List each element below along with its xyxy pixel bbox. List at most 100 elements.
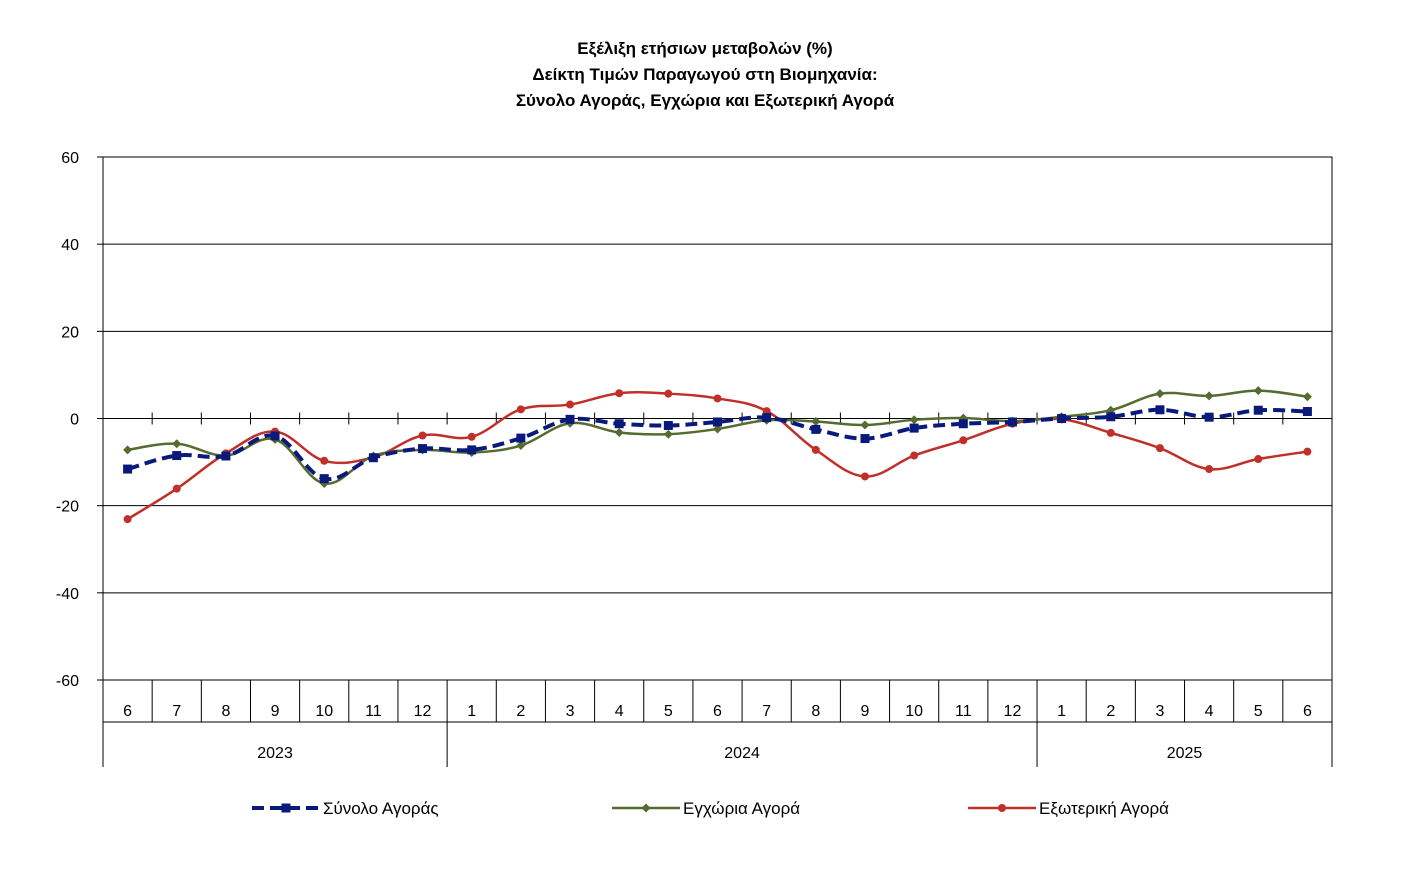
x-tick-label-15: 9 <box>861 703 870 720</box>
legend: Σύνολο Αγοράς Εγχώρια Αγορά Εξωτερική Αγορ… <box>252 799 1169 818</box>
point-0-21 <box>1155 405 1165 415</box>
point-0-19 <box>1057 414 1067 423</box>
point-0-3 <box>270 431 280 441</box>
point-2-4 <box>320 456 329 465</box>
point-2-13 <box>762 407 771 416</box>
x-tick-label-22: 4 <box>1205 703 1214 720</box>
point-0-15 <box>860 434 870 444</box>
x-tick-label-21: 3 <box>1155 703 1164 720</box>
y-tick-label-5: -40 <box>56 586 79 603</box>
x-tick-label-20: 2 <box>1106 703 1115 720</box>
point-2-16 <box>910 451 919 460</box>
point-2-17 <box>959 436 968 445</box>
y-tick-label-4: -20 <box>56 499 79 516</box>
chart-title: Εξέλιξη ετήσιων μεταβολών (%) <box>577 39 833 58</box>
point-1-15 <box>860 420 870 430</box>
point-2-20 <box>1106 428 1115 437</box>
point-1-0 <box>123 445 133 455</box>
series-layer <box>123 386 1312 524</box>
legend-item-2: Εξωτερική Αγορά <box>968 799 1169 818</box>
legend-label-1: Εγχώρια Αγορά <box>683 799 800 818</box>
point-2-15 <box>860 472 869 481</box>
x-tick-label-3: 9 <box>271 703 280 720</box>
x-tick-label-19: 1 <box>1057 703 1066 720</box>
point-1-24 <box>1302 392 1312 402</box>
x-tick-label-24: 6 <box>1303 703 1312 720</box>
x-tick-label-10: 4 <box>615 703 624 720</box>
x-tick-label-16: 10 <box>905 703 923 720</box>
series-2 <box>123 389 1312 524</box>
x-tick-label-18: 12 <box>1004 703 1022 720</box>
point-1-8 <box>516 441 526 451</box>
point-2-6 <box>418 431 427 440</box>
series-line-1 <box>127 389 1308 485</box>
legend-swatch-marker-1 <box>641 803 651 813</box>
point-0-11 <box>663 420 673 430</box>
x-tick-label-1: 7 <box>172 703 181 720</box>
y-tick-label-2: 20 <box>61 324 79 341</box>
y-tick-label-6: -60 <box>56 673 79 690</box>
point-0-22 <box>1204 412 1214 422</box>
legend-item-1: Εγχώρια Αγορά <box>612 799 800 818</box>
x-tick-label-4: 10 <box>315 703 333 720</box>
point-0-16 <box>909 423 919 433</box>
year-label-2023: 2023 <box>257 745 293 762</box>
point-2-23 <box>1254 455 1263 464</box>
year-label-2025: 2025 <box>1167 745 1203 762</box>
point-0-18 <box>1007 417 1017 427</box>
point-2-1 <box>172 484 181 493</box>
x-tick-label-0: 6 <box>123 703 132 720</box>
point-0-7 <box>467 445 477 455</box>
year-label-2024: 2024 <box>724 745 760 762</box>
point-2-10 <box>615 389 624 398</box>
point-2-14 <box>811 445 820 454</box>
point-1-11 <box>663 429 673 439</box>
point-1-14 <box>811 417 821 427</box>
point-0-12 <box>713 417 722 427</box>
point-2-24 <box>1303 447 1312 456</box>
point-0-17 <box>958 419 968 429</box>
point-1-21 <box>1155 389 1165 399</box>
point-1-1 <box>172 439 182 449</box>
point-0-10 <box>614 419 624 429</box>
point-1-16 <box>909 415 919 425</box>
legend-swatch-marker-0 <box>281 803 291 813</box>
x-tick-label-12: 6 <box>713 703 722 720</box>
point-0-20 <box>1106 412 1116 422</box>
series-line-2 <box>126 391 1308 521</box>
x-tick-label-14: 8 <box>811 703 820 720</box>
legend-label-0: Σύνολο Αγοράς <box>323 799 439 818</box>
point-1-10 <box>614 427 624 437</box>
y-tick-label-3: 0 <box>70 412 79 429</box>
legend-label-2: Εξωτερική Αγορά <box>1039 799 1169 818</box>
series-0 <box>123 405 1312 484</box>
point-0-6 <box>418 444 428 454</box>
point-2-7 <box>467 432 476 441</box>
x-tick-label-11: 5 <box>664 703 673 720</box>
chart-subtitle-line-2: Σύνολο Αγοράς, Εγχώρια και Εξωτερική Αγο… <box>515 91 895 110</box>
point-2-8 <box>516 405 525 414</box>
point-0-5 <box>368 453 378 463</box>
point-2-12 <box>713 394 722 403</box>
point-0-8 <box>516 433 526 443</box>
point-1-23 <box>1253 386 1263 396</box>
legend-swatch-marker-2 <box>998 804 1006 812</box>
point-1-22 <box>1204 391 1214 401</box>
point-0-2 <box>221 451 231 461</box>
point-0-1 <box>172 451 182 461</box>
point-2-9 <box>566 400 575 409</box>
x-tick-label-6: 12 <box>414 703 432 720</box>
chart-title-block: Εξέλιξη ετήσιων μεταβολών (%) Δείκτη Τιμ… <box>0 36 1410 114</box>
point-0-23 <box>1253 405 1263 415</box>
point-2-22 <box>1205 465 1214 474</box>
y-tick-label-0: 60 <box>61 150 79 167</box>
point-2-0 <box>123 515 132 524</box>
point-0-9 <box>565 414 575 424</box>
point-0-13 <box>762 413 772 423</box>
x-tick-label-5: 11 <box>365 703 382 720</box>
x-tick-label-7: 1 <box>467 703 476 720</box>
point-2-21 <box>1155 444 1164 453</box>
point-1-12 <box>713 424 722 434</box>
x-tick-label-9: 3 <box>566 703 575 720</box>
